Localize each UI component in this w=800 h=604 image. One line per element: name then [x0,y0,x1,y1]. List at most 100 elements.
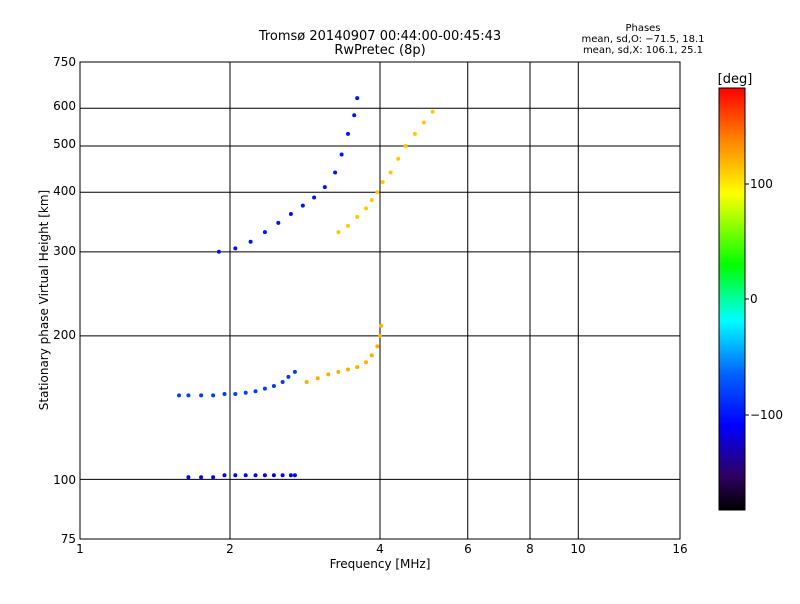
legend-title: Phases [625,23,660,34]
data-point [292,369,297,374]
y-tick-label-75: 75 [61,532,76,546]
data-point [369,198,374,203]
data-point [369,353,374,358]
data-point [300,203,305,208]
data-point [379,323,384,328]
x-tick-label-2: 2 [226,542,234,556]
colorbar-tick-100: 100 [750,177,773,191]
data-point [396,156,401,161]
data-point [355,365,360,370]
y-tick-label-500: 500 [53,137,76,151]
data-point [346,131,350,136]
chart-subtitle: RwPretec (8p) [334,43,425,58]
data-point [312,195,317,200]
data-point [292,473,297,478]
y-tick-label-100: 100 [53,473,76,487]
colorbar [718,87,746,511]
data-point [248,239,253,244]
data-point [326,372,331,377]
data-point [216,249,221,254]
data-point [304,380,309,384]
data-point [211,475,216,480]
data-point [336,369,341,374]
colorbar-ticks [745,183,749,416]
data-point [403,144,408,148]
data-point [378,333,382,338]
data-point [388,170,393,175]
data-point [280,380,285,384]
data-point [211,393,216,398]
data-point [430,109,435,114]
trace-4 [336,109,435,235]
data-point [421,120,426,125]
data-point [253,389,258,394]
data-point [336,230,341,235]
data-points [177,96,435,480]
data-point [412,131,417,136]
data-point [262,230,267,235]
data-point [346,367,350,372]
data-point [243,473,248,478]
data-point [315,376,320,381]
y-axis-label: Stationary phase Virtual Height [km] [37,190,51,410]
data-point [364,206,368,211]
x-tick-label-6: 6 [464,542,472,556]
y-tick-label-200: 200 [53,328,76,342]
data-point [186,475,191,480]
data-point [186,393,191,398]
data-point [333,170,338,175]
data-point [233,246,238,251]
data-point [199,393,204,398]
data-point [271,384,276,388]
data-point [253,473,258,478]
colorbar-tick-minus100: −100 [750,408,783,422]
data-point [177,393,181,398]
colorbar-label: [deg] [718,72,753,87]
data-point [288,212,293,216]
data-point [346,223,350,228]
data-point [262,473,267,478]
data-point [271,473,276,478]
y-tick-label-400: 400 [53,184,76,198]
data-point [199,475,204,480]
y-tick-label-750: 750 [53,55,76,69]
data-point [222,473,227,478]
data-point [280,473,285,478]
data-point [222,392,227,396]
trace-3 [216,96,360,254]
x-axis-label: Frequency [MHz] [330,557,431,571]
y-tick-label-300: 300 [53,244,76,258]
data-point [288,473,293,478]
x-tick-label-1: 1 [76,542,84,556]
trace-1 [304,323,384,384]
data-point [276,220,281,225]
trace-0 [177,369,297,398]
data-point [352,113,357,118]
data-point [286,374,291,379]
data-point [375,344,380,349]
trace-2 [186,473,297,480]
data-point [233,473,238,478]
data-point [322,185,327,190]
data-point [364,360,368,365]
data-point [262,386,267,391]
data-point [375,190,380,195]
chart-title: Tromsø 20140907 00:44:00-00:45:43 [258,29,501,44]
data-point [339,152,344,157]
x-tick-label-16: 16 [672,542,687,556]
x-tick-label-8: 8 [526,542,534,556]
data-point [243,390,248,395]
data-point [355,96,360,101]
colorbar-tick-0: 0 [750,292,758,306]
legend-line-o: mean, sd,O: −71.5, 18.1 [582,34,705,45]
x-tick-label-10: 10 [570,542,585,556]
x-tick-label-4: 4 [376,542,384,556]
legend-line-x: mean, sd,X: 106.1, 25.1 [583,45,703,56]
grid-layer [80,62,680,539]
data-point [380,180,385,185]
data-point [233,392,238,396]
data-point [355,214,360,219]
y-tick-label-600: 600 [53,99,76,113]
